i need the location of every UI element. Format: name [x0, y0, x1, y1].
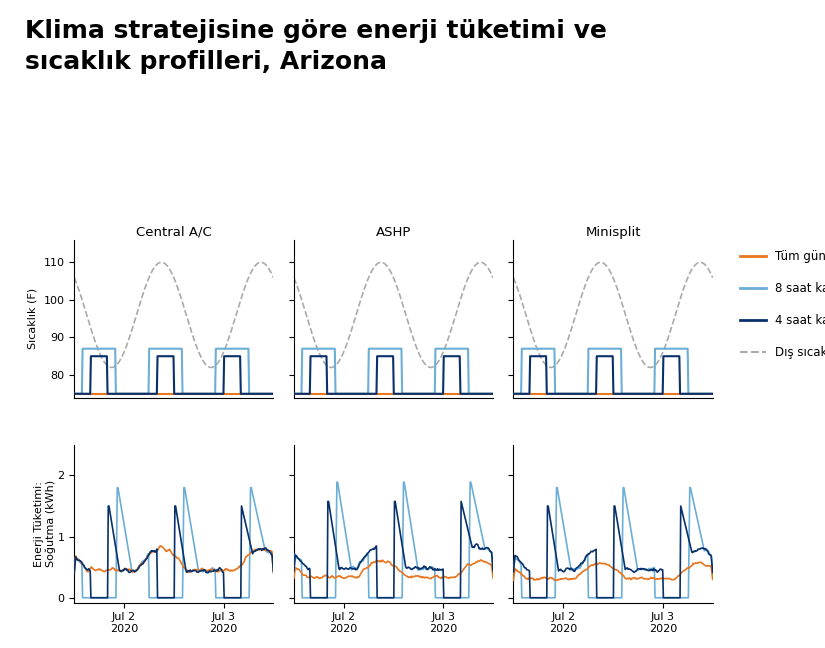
Title: Central A/C: Central A/C [136, 226, 212, 238]
Title: Minisplit: Minisplit [585, 226, 641, 238]
Y-axis label: Enerji Tüketimi:
Soğutma (kWh): Enerji Tüketimi: Soğutma (kWh) [34, 480, 56, 567]
Legend: Tüm gün çalışma, 8 saat kapalı, 4 saat kapalı, Dış sıcaklık: Tüm gün çalışma, 8 saat kapalı, 4 saat k… [735, 246, 825, 364]
Y-axis label: Sıcaklık (F): Sıcaklık (F) [28, 288, 38, 349]
Text: Klima stratejisine göre enerji tüketimi ve
sıcaklık profilleri, Arizona: Klima stratejisine göre enerji tüketimi … [25, 19, 606, 74]
Title: ASHP: ASHP [375, 226, 411, 238]
